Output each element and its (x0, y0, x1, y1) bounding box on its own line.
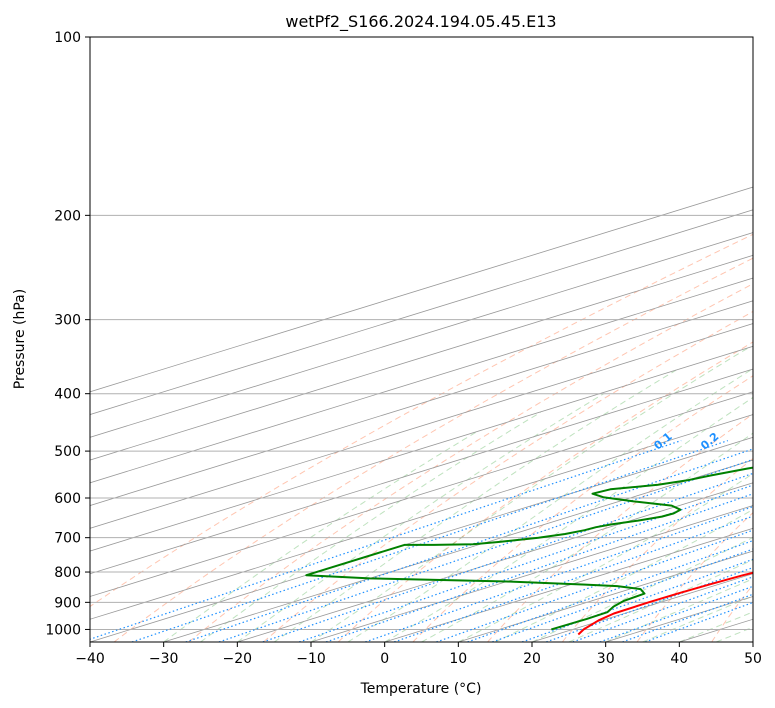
isotherm (90, 368, 753, 575)
mixing-ratio-line (492, 548, 753, 642)
x-tick-label: −10 (296, 651, 326, 667)
moist-adiabat (716, 626, 753, 642)
isotherm (237, 482, 753, 642)
y-tick-label: 800 (54, 565, 81, 581)
mixing-ratio-line (262, 472, 753, 642)
isotherm (90, 345, 753, 552)
isotherm (310, 505, 753, 642)
temperature-profile (577, 571, 753, 636)
y-axis-title: Pressure (hPa) (12, 289, 28, 389)
moist-adiabat (273, 369, 677, 642)
moist-adiabat (384, 396, 753, 642)
x-tick-label: −40 (75, 651, 105, 667)
isotherm (90, 232, 753, 438)
isotherm (90, 323, 753, 529)
chart-title: wetPf2_S166.2024.194.05.45.E13 (285, 12, 556, 32)
y-tick-label: 600 (54, 491, 81, 507)
isotherm (90, 391, 753, 597)
moist-adiabat (347, 368, 753, 642)
moist-adiabat (421, 432, 753, 642)
moist-adiabat (237, 393, 604, 642)
mixing-ratio-line (325, 493, 753, 642)
dry-adiabat (711, 584, 753, 642)
x-tick-label: 50 (744, 651, 762, 667)
x-tick-label: −20 (223, 651, 253, 667)
series-layer (305, 466, 753, 636)
isotherm (531, 573, 753, 642)
y-tick-label: 100 (54, 30, 81, 46)
tick-layer: −40 −30 −20 −10 0 10 20 30 40 50 100 200 300 400 500 60… (45, 30, 762, 667)
moist-adiabat (163, 431, 476, 642)
mixing-ratio-line (599, 585, 753, 642)
mixing-ratio-line (90, 440, 682, 640)
isotherm (458, 550, 753, 642)
isotherm (90, 186, 753, 393)
x-tick-label: 40 (670, 651, 688, 667)
y-tick-label: 300 (54, 313, 81, 329)
y-tick-label: 500 (54, 444, 81, 460)
dry-adiabat (412, 375, 753, 642)
plot-frame (89, 36, 754, 643)
x-tick-label: 20 (523, 651, 541, 667)
grid-layer (90, 37, 753, 642)
dry-adiabat (188, 283, 753, 642)
isotherm (90, 209, 753, 415)
moist-adiabat (200, 411, 541, 642)
x-axis-title: Temperature (°C) (360, 681, 482, 697)
mixing-ratio-line (467, 540, 753, 642)
mixing-ratio-line (131, 440, 728, 642)
x-tick-label: 0 (380, 651, 389, 667)
x-tick-label: 30 (597, 651, 615, 667)
moist-adiabat (679, 611, 753, 642)
dry-adiabat (90, 233, 753, 608)
isotherm (90, 277, 753, 484)
mixing-ratio-line (436, 529, 753, 642)
isotherm (90, 436, 753, 642)
x-tick-label: 10 (449, 651, 467, 667)
y-tick-label: 1000 (45, 622, 81, 638)
moist-adiabat (605, 578, 753, 642)
isotherm (90, 414, 753, 620)
dry-adiabat (337, 341, 753, 642)
y-tick-label: 200 (54, 208, 81, 224)
dry-adiabat (113, 257, 753, 642)
isotherm (90, 300, 753, 506)
isotherm (384, 527, 753, 642)
isotherm (605, 596, 753, 642)
x-tick-label: −30 (149, 651, 179, 667)
dry-adiabat (636, 511, 753, 642)
dry-adiabat (263, 310, 753, 642)
moist-adiabat (642, 595, 753, 642)
isotherm (90, 254, 753, 461)
y-tick-label: 900 (54, 595, 81, 611)
dewpoint-profile (305, 466, 753, 631)
dry-adiabat (561, 457, 753, 642)
y-tick-label: 400 (54, 387, 81, 403)
isotherm (163, 459, 753, 642)
isotherm (752, 641, 753, 642)
moist-adiabat (310, 347, 749, 642)
y-tick-label: 700 (54, 531, 81, 547)
mixing-ratio-line (185, 448, 753, 642)
mixing-ratio-line (299, 484, 753, 642)
